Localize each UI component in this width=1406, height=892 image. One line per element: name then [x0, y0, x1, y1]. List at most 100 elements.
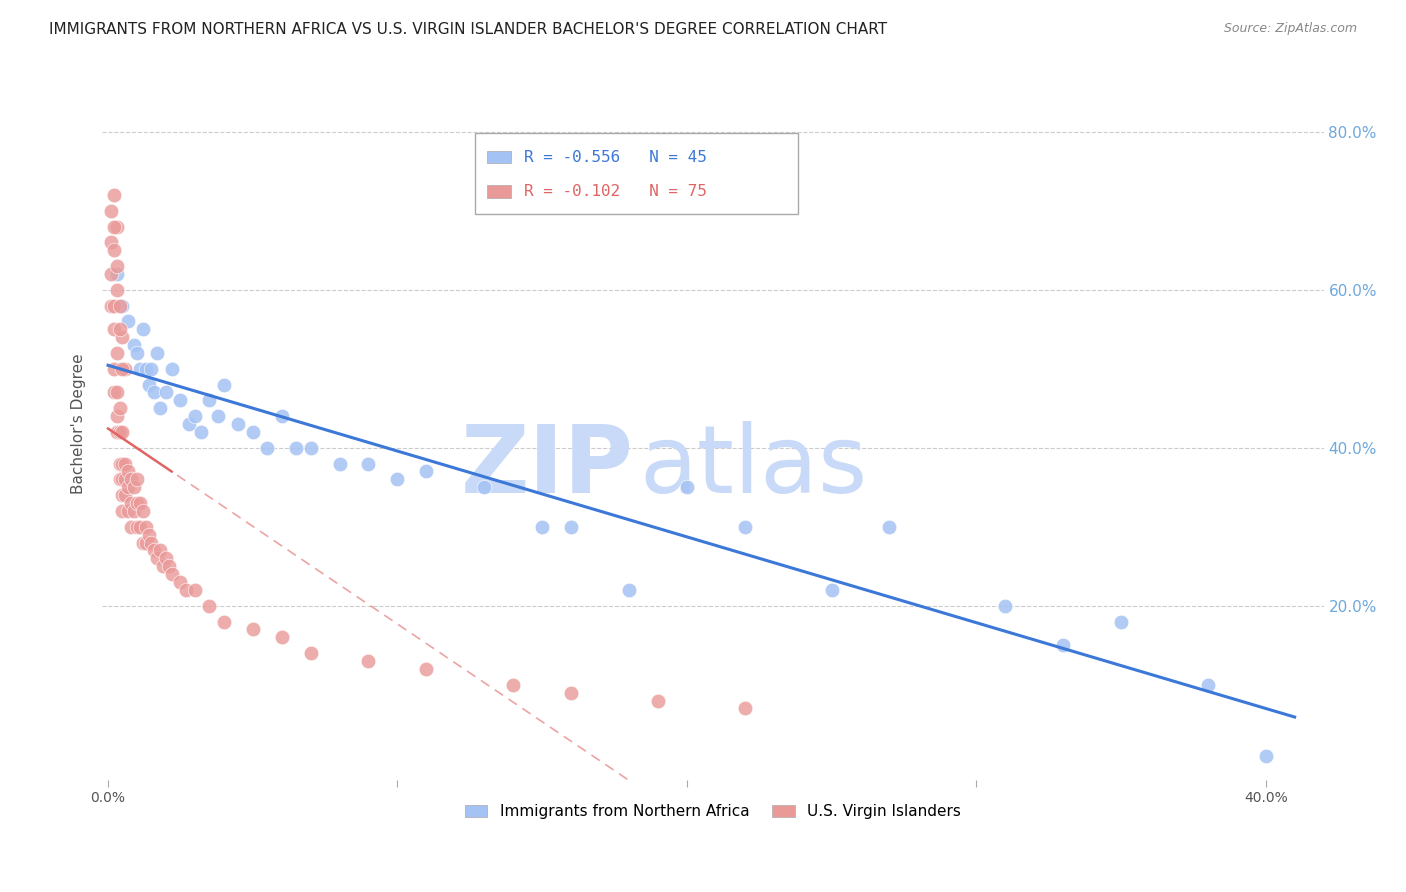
- Point: [125, 496, 148, 510]
- Point: [734, 701, 756, 715]
- Point: [105, 385, 128, 400]
- Point: [212, 615, 235, 629]
- Point: [155, 551, 177, 566]
- Point: [1197, 678, 1219, 692]
- Bar: [486, 185, 512, 198]
- Point: [531, 520, 554, 534]
- Text: Source: ZipAtlas.com: Source: ZipAtlas.com: [1223, 22, 1357, 36]
- Point: [135, 520, 157, 534]
- Point: [387, 472, 409, 486]
- Point: [357, 457, 380, 471]
- Point: [149, 401, 172, 416]
- Y-axis label: Bachelor's Degree: Bachelor's Degree: [72, 354, 86, 494]
- Point: [117, 465, 139, 479]
- Point: [138, 527, 160, 541]
- Point: [125, 520, 148, 534]
- Point: [994, 599, 1017, 613]
- Bar: [486, 151, 512, 163]
- Point: [357, 654, 380, 668]
- Point: [122, 504, 145, 518]
- Point: [117, 504, 139, 518]
- Point: [108, 472, 131, 486]
- Point: [174, 582, 197, 597]
- Point: [1052, 638, 1074, 652]
- Point: [105, 409, 128, 424]
- Point: [299, 646, 322, 660]
- Point: [125, 472, 148, 486]
- Point: [169, 575, 191, 590]
- Text: ZIP: ZIP: [461, 421, 634, 513]
- Text: R = -0.102   N = 75: R = -0.102 N = 75: [523, 184, 706, 199]
- Point: [472, 480, 495, 494]
- Point: [103, 299, 125, 313]
- Point: [108, 425, 131, 439]
- Point: [270, 631, 292, 645]
- Point: [128, 520, 150, 534]
- Point: [157, 559, 180, 574]
- Point: [141, 361, 163, 376]
- Point: [198, 599, 221, 613]
- Point: [146, 346, 169, 360]
- Point: [212, 377, 235, 392]
- Text: IMMIGRANTS FROM NORTHERN AFRICA VS U.S. VIRGIN ISLANDER BACHELOR'S DEGREE CORREL: IMMIGRANTS FROM NORTHERN AFRICA VS U.S. …: [49, 22, 887, 37]
- Point: [108, 401, 131, 416]
- Point: [415, 465, 437, 479]
- Point: [820, 582, 842, 597]
- Point: [120, 520, 142, 534]
- Point: [132, 322, 155, 336]
- Point: [100, 267, 122, 281]
- Point: [122, 480, 145, 494]
- Point: [177, 417, 200, 431]
- Point: [1109, 615, 1132, 629]
- Point: [647, 693, 669, 707]
- Point: [114, 488, 136, 502]
- Point: [226, 417, 249, 431]
- Point: [143, 385, 166, 400]
- Point: [105, 219, 128, 234]
- Point: [117, 480, 139, 494]
- Point: [676, 480, 699, 494]
- Point: [560, 686, 582, 700]
- Point: [108, 322, 131, 336]
- Text: atlas: atlas: [640, 421, 868, 513]
- Point: [270, 409, 292, 424]
- Point: [103, 219, 125, 234]
- Point: [111, 504, 134, 518]
- Point: [190, 425, 212, 439]
- Point: [114, 472, 136, 486]
- Point: [299, 441, 322, 455]
- Point: [105, 425, 128, 439]
- Text: R = -0.556   N = 45: R = -0.556 N = 45: [523, 150, 706, 164]
- Point: [122, 338, 145, 352]
- Point: [285, 441, 308, 455]
- Point: [169, 393, 191, 408]
- Point: [135, 535, 157, 549]
- Point: [141, 535, 163, 549]
- Point: [125, 346, 148, 360]
- Point: [734, 520, 756, 534]
- Point: [160, 361, 183, 376]
- Point: [111, 299, 134, 313]
- Point: [132, 504, 155, 518]
- Point: [132, 535, 155, 549]
- Point: [184, 409, 207, 424]
- Point: [105, 267, 128, 281]
- Point: [149, 543, 172, 558]
- Point: [138, 377, 160, 392]
- Point: [111, 472, 134, 486]
- Point: [111, 488, 134, 502]
- Point: [111, 361, 134, 376]
- Point: [242, 425, 264, 439]
- Point: [103, 188, 125, 202]
- Point: [155, 385, 177, 400]
- Point: [560, 520, 582, 534]
- Point: [502, 678, 524, 692]
- Point: [114, 457, 136, 471]
- Point: [100, 203, 122, 218]
- Point: [328, 457, 350, 471]
- Point: [114, 361, 136, 376]
- Point: [256, 441, 278, 455]
- Point: [111, 425, 134, 439]
- Point: [198, 393, 221, 408]
- Point: [128, 496, 150, 510]
